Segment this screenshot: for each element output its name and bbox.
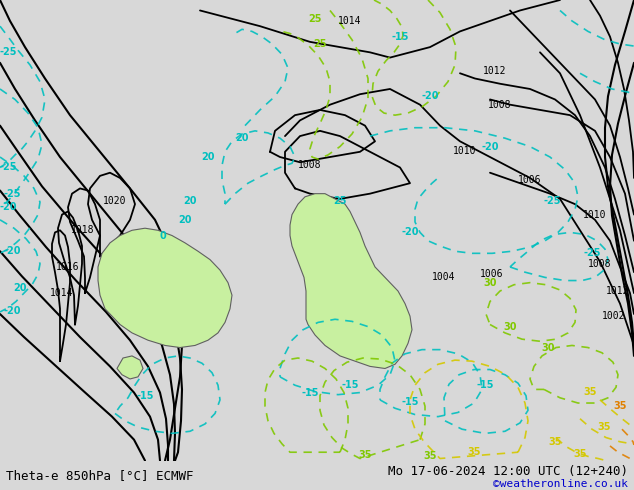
Text: -20: -20 xyxy=(401,227,418,237)
Text: 1018: 1018 xyxy=(71,225,94,235)
Text: -20: -20 xyxy=(3,246,21,256)
Text: 20: 20 xyxy=(201,152,215,162)
Text: 35: 35 xyxy=(583,387,597,396)
Text: 20: 20 xyxy=(13,283,27,293)
Text: -15: -15 xyxy=(476,380,494,390)
Text: -20: -20 xyxy=(0,202,16,212)
Text: -15: -15 xyxy=(401,397,418,407)
Text: 1008: 1008 xyxy=(488,99,512,110)
Text: -25: -25 xyxy=(3,189,21,198)
Text: -15: -15 xyxy=(301,388,319,397)
Text: 20: 20 xyxy=(178,215,191,225)
Text: 1020: 1020 xyxy=(103,196,127,206)
Text: 1004: 1004 xyxy=(432,272,456,282)
Text: 30: 30 xyxy=(541,343,555,352)
Text: 35: 35 xyxy=(467,447,481,457)
Text: Mo 17-06-2024 12:00 UTC (12+240): Mo 17-06-2024 12:00 UTC (12+240) xyxy=(387,465,628,478)
Text: 20: 20 xyxy=(235,133,249,143)
Text: -25: -25 xyxy=(543,196,560,206)
Text: 20: 20 xyxy=(183,196,197,206)
Text: 1012: 1012 xyxy=(606,286,630,296)
Text: -25: -25 xyxy=(583,248,601,258)
Text: 35: 35 xyxy=(613,401,627,411)
Text: 25: 25 xyxy=(308,14,321,24)
Text: -25: -25 xyxy=(0,163,16,172)
Text: 1006: 1006 xyxy=(518,175,541,185)
Text: 35: 35 xyxy=(548,437,562,447)
Text: 1016: 1016 xyxy=(56,262,80,272)
Text: -15: -15 xyxy=(391,32,409,42)
Text: 25: 25 xyxy=(333,196,347,206)
Text: ©weatheronline.co.uk: ©weatheronline.co.uk xyxy=(493,479,628,489)
Text: 1014: 1014 xyxy=(339,16,362,26)
Text: 35: 35 xyxy=(424,451,437,462)
Text: -20: -20 xyxy=(481,142,499,151)
Text: 1012: 1012 xyxy=(483,66,507,76)
Text: 35: 35 xyxy=(573,449,586,459)
Polygon shape xyxy=(290,194,412,368)
Text: -25: -25 xyxy=(0,48,16,57)
Text: 30: 30 xyxy=(483,278,497,288)
Polygon shape xyxy=(117,356,143,379)
Text: -15: -15 xyxy=(341,380,359,390)
Text: 1008: 1008 xyxy=(588,259,612,269)
Text: Theta-e 850hPa [°C] ECMWF: Theta-e 850hPa [°C] ECMWF xyxy=(6,469,194,483)
Text: 1002: 1002 xyxy=(602,311,626,321)
Text: -15: -15 xyxy=(136,391,154,401)
Text: 1008: 1008 xyxy=(298,160,321,171)
Text: 0: 0 xyxy=(160,230,166,241)
Text: 1014: 1014 xyxy=(50,288,74,298)
Text: 30: 30 xyxy=(503,321,517,332)
Text: 35: 35 xyxy=(597,422,611,432)
Text: -20: -20 xyxy=(421,91,439,101)
Text: 1010: 1010 xyxy=(583,210,607,220)
Text: 25: 25 xyxy=(313,39,327,49)
Text: 1006: 1006 xyxy=(480,270,504,279)
Text: 35: 35 xyxy=(358,450,372,461)
Text: 1010: 1010 xyxy=(453,146,477,156)
Polygon shape xyxy=(98,228,232,347)
Text: -20: -20 xyxy=(3,306,21,316)
